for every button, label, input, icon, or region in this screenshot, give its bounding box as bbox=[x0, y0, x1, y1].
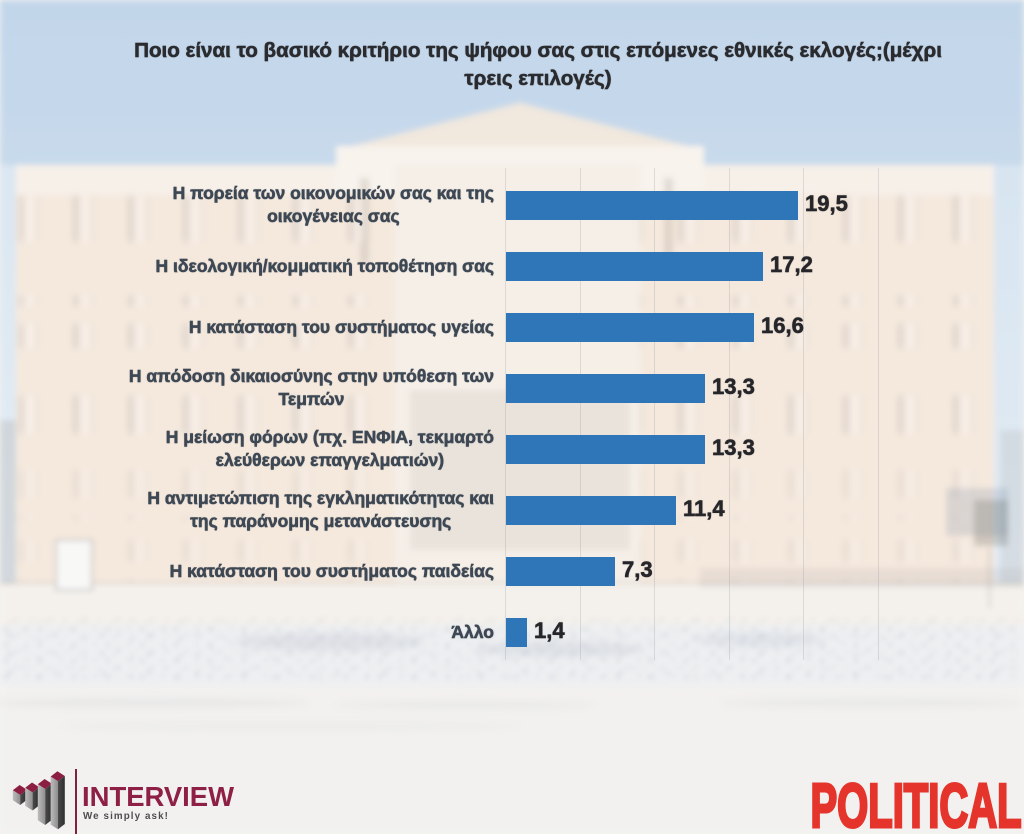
svg-text:We simply ask!: We simply ask! bbox=[83, 811, 169, 822]
svg-text:INTERVIEW: INTERVIEW bbox=[82, 781, 235, 812]
svg-text:POLITICAL: POLITICAL bbox=[811, 776, 1022, 834]
